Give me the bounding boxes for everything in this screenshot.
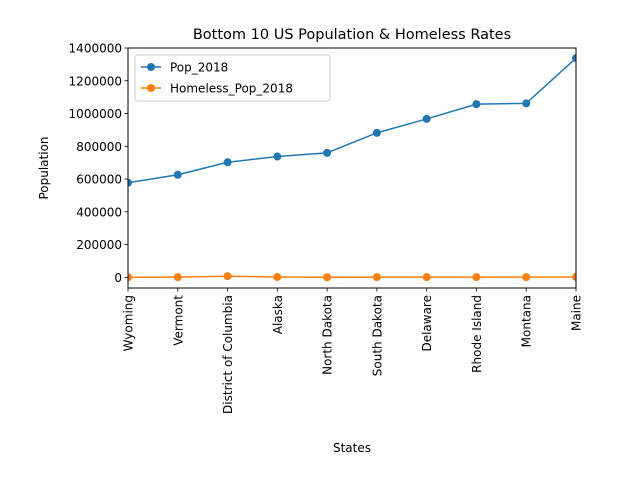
plot-area: 0 200000 400000 600000 800000 1000000 1200000 1… xyxy=(69,42,584,414)
data-point-pop-2018 xyxy=(372,128,381,137)
y-tick-label: 600000 xyxy=(76,173,122,187)
data-point-pop-2018 xyxy=(522,99,531,108)
data-point-pop-2018 xyxy=(323,148,332,157)
data-point-pop-2018 xyxy=(273,152,282,161)
data-point-pop-2018 xyxy=(173,170,182,179)
data-point-homeless-pop-2018 xyxy=(522,273,531,282)
x-tick-label: Maine xyxy=(570,295,584,331)
x-tick-label: South Dakota xyxy=(370,295,384,376)
legend-marker-homeless-pop-2018 xyxy=(147,84,155,92)
axes-frame xyxy=(127,47,577,289)
data-point-pop-2018 xyxy=(472,100,481,109)
legend: Pop_2018 Homeless_Pop_2018 xyxy=(134,54,331,102)
x-tick-label: North Dakota xyxy=(321,295,335,375)
data-point-pop-2018 xyxy=(422,114,431,123)
x-tick-label: Alaska xyxy=(271,295,285,334)
series-layer xyxy=(128,54,576,282)
data-point-pop-2018 xyxy=(572,54,576,63)
x-axis-title: States xyxy=(333,441,371,455)
data-point-homeless-pop-2018 xyxy=(323,273,332,282)
data-point-homeless-pop-2018 xyxy=(273,273,282,282)
legend-label-homeless-pop-2018: Homeless_Pop_2018 xyxy=(170,82,293,96)
y-tick-label: 1200000 xyxy=(69,74,122,88)
data-point-pop-2018 xyxy=(128,178,132,187)
y-tick-label: 400000 xyxy=(76,205,122,219)
data-point-homeless-pop-2018 xyxy=(372,273,381,282)
legend-marker-pop-2018 xyxy=(147,63,155,71)
x-tick-label: Vermont xyxy=(171,295,185,346)
data-point-homeless-pop-2018 xyxy=(173,273,182,282)
x-tick-label: District of Columbia xyxy=(221,295,235,414)
x-tick-label: Montana xyxy=(520,295,534,347)
y-tick-label: 1400000 xyxy=(69,42,122,56)
series-line-pop-2018 xyxy=(128,57,576,184)
y-tick-label: 200000 xyxy=(76,238,122,252)
chart-title: Bottom 10 US Population & Homeless Rates xyxy=(193,27,511,43)
y-tick-label: 0 xyxy=(114,271,122,285)
y-axis-title: Population xyxy=(37,136,51,199)
data-point-homeless-pop-2018 xyxy=(572,272,576,281)
data-point-pop-2018 xyxy=(223,158,232,167)
legend-frame xyxy=(134,54,331,102)
x-tick-label: Wyoming xyxy=(122,295,136,351)
data-point-homeless-pop-2018 xyxy=(472,273,481,282)
y-tick-label: 1000000 xyxy=(69,107,122,121)
data-point-homeless-pop-2018 xyxy=(128,273,132,282)
series-line-homeless-pop-2018 xyxy=(128,275,576,279)
x-tick-label: Rhode Island xyxy=(470,295,484,373)
data-point-homeless-pop-2018 xyxy=(422,273,431,282)
data-point-homeless-pop-2018 xyxy=(223,272,232,281)
legend-label-pop-2018: Pop_2018 xyxy=(170,61,228,75)
x-tick-label: Delaware xyxy=(420,295,434,352)
y-tick-label: 800000 xyxy=(76,140,122,154)
